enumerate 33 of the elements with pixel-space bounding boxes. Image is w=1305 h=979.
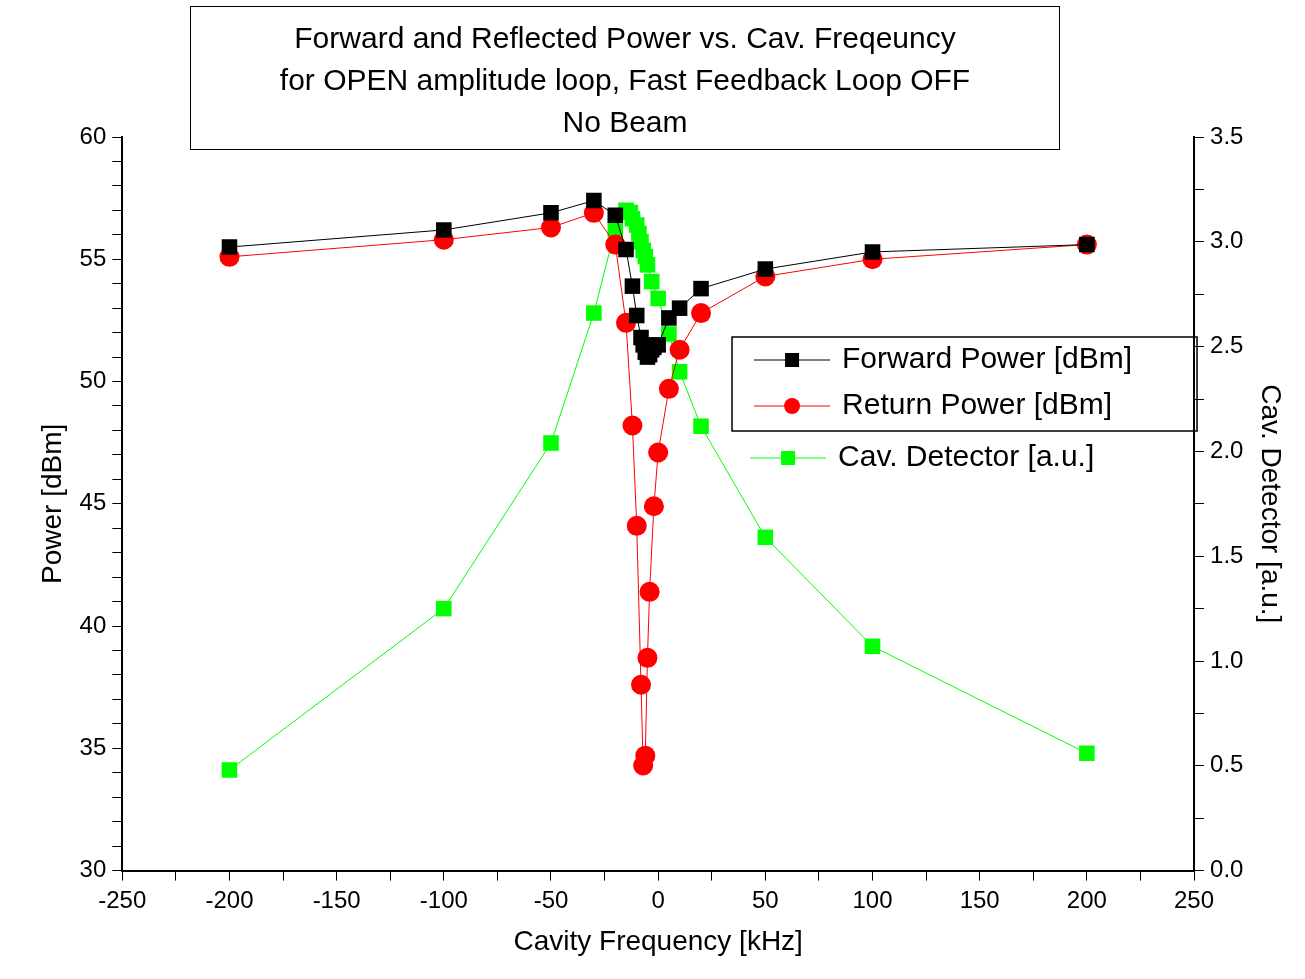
- y2-tick-label: 0.5: [1210, 750, 1244, 778]
- y2-tick-label: 2.5: [1210, 331, 1244, 359]
- x-tick-label: -200: [205, 885, 254, 913]
- y2-tick-label: 3.0: [1210, 226, 1244, 254]
- x-tick-label: 200: [1066, 885, 1107, 913]
- y2-tick-label: 1.5: [1210, 540, 1244, 568]
- y-tick-label: 55: [79, 243, 107, 271]
- y2-tick-label: 2.0: [1210, 436, 1244, 464]
- x-tick-label: 50: [751, 885, 779, 913]
- chart-title: Forward and Reflected Power vs. Cav. Freqeuncy for OPEN amplitude loop, Fast Feedback Loop OFF No Beam: [190, 6, 1060, 150]
- x-tick-label: -100: [419, 885, 468, 913]
- x-tick-label: -250: [98, 885, 147, 913]
- legend-label: Cav. Detector [a.u.]: [838, 439, 1095, 473]
- y2-tick-label: 0.0: [1210, 855, 1244, 883]
- x-axis-title: Cavity Frequency [kHz]: [513, 924, 803, 956]
- y-tick-label: 60: [79, 121, 107, 149]
- y-tick-label: 30: [79, 855, 107, 883]
- x-tick-label: 100: [852, 885, 893, 913]
- y-axis-title: Power [dBm]: [35, 423, 67, 584]
- x-tick-label: -150: [312, 885, 361, 913]
- x-tick-label: 150: [959, 885, 1000, 913]
- x-tick-label: -50: [533, 885, 569, 913]
- y-tick-label: 45: [79, 488, 107, 516]
- legend-label: Return Power [dBm]: [842, 387, 1113, 421]
- y2-axis-title: Cav. Detector [a.u.]: [1256, 384, 1288, 624]
- y2-tick-label: 3.5: [1210, 121, 1244, 149]
- y-tick-label: 50: [79, 366, 107, 394]
- y2-tick-label: 1.0: [1210, 645, 1244, 673]
- y-tick-label: 35: [79, 732, 107, 760]
- y-tick-label: 40: [79, 610, 107, 638]
- x-tick-label: 0: [651, 885, 665, 913]
- x-tick-label: 250: [1174, 885, 1215, 913]
- legend-label: Forward Power [dBm]: [842, 341, 1133, 375]
